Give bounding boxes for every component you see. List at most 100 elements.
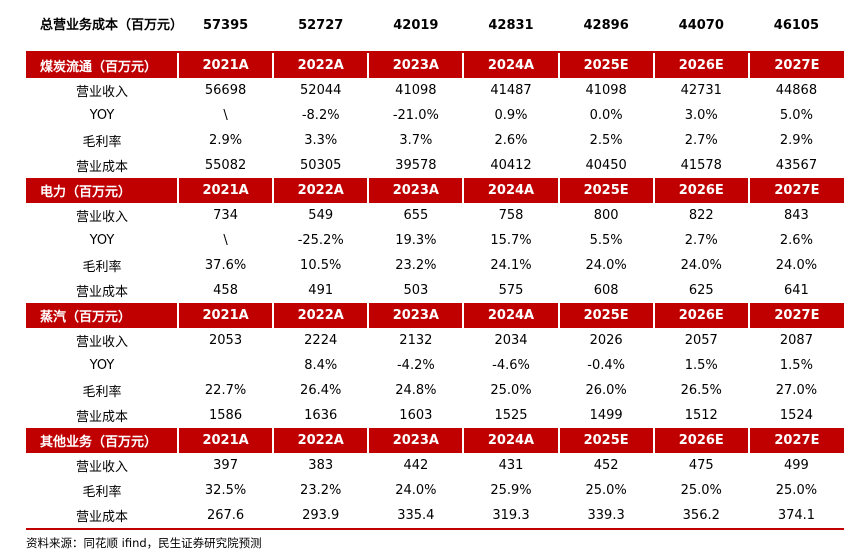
row-value: 26.0% [585, 383, 627, 398]
row-value: 1525 [494, 408, 528, 423]
total-cost-value: 57395 [178, 0, 274, 53]
row-value: 1.5% [779, 358, 813, 373]
row-value: 267.6 [178, 503, 274, 530]
row-value: 374.1 [748, 503, 844, 530]
row-value: 758 [498, 208, 524, 223]
row-value: 499 [784, 458, 809, 473]
row-value: 2034 [494, 333, 528, 348]
table-row: 毛利率 22.7% 26.4% 24.8% 25.0% 26.0% 26.5% 27.0% [26, 378, 844, 403]
row-value: 2057 [684, 333, 718, 348]
row-label: 营业成本 [26, 503, 178, 530]
row-value: 52044 [300, 83, 342, 98]
row-value: 2224 [304, 333, 338, 348]
total-cost-header-row: 总营业务成本（百万元） 57395 52727 42019 42831 4289… [26, 0, 844, 53]
row-value: 452 [593, 458, 619, 473]
row-value: 475 [688, 458, 714, 473]
row-label: YOY [89, 108, 115, 123]
table-row: 营业收入 56698 52044 41098 41487 41098 42731 44868 [26, 78, 844, 103]
year-header: 2025E [558, 52, 655, 78]
row-value: 32.5% [204, 483, 247, 498]
row-value: 383 [308, 458, 334, 473]
total-cost-value: 44070 [653, 0, 749, 53]
row-value: 40412 [490, 158, 532, 173]
row-value: 39578 [395, 158, 437, 173]
row-value: 5.0% [779, 108, 813, 123]
row-value: 549 [308, 208, 334, 223]
row-value: 15.7% [490, 233, 532, 248]
row-value: 42731 [680, 83, 722, 98]
row-value: 2132 [399, 333, 433, 348]
row-value: -4.6% [492, 358, 530, 373]
year-header: 2024A [463, 303, 560, 328]
row-value: 24.1% [490, 258, 532, 273]
row-value: 734 [213, 208, 238, 223]
row-value: 431 [498, 458, 524, 473]
year-header: 2025E [558, 178, 655, 203]
row-value: 641 [784, 283, 809, 298]
year-header: 2024A [463, 178, 560, 203]
row-value: 800 [593, 208, 619, 223]
table-row: 营业成本 55082 50305 39578 40412 40450 41578 43567 [26, 153, 844, 178]
year-header: 2021A [178, 428, 275, 453]
row-label: 营业收入 [75, 85, 128, 100]
total-cost-value: 42896 [558, 0, 654, 53]
section-title: 蒸汽（百万元） [26, 303, 179, 328]
year-header: 2022A [273, 178, 370, 203]
row-value: 1499 [589, 408, 623, 423]
year-header: 2021A [178, 52, 275, 78]
row-value: 25.0% [775, 483, 818, 498]
row-value: 24.8% [395, 383, 437, 398]
year-header: 2023A [368, 303, 465, 328]
row-value: 335.4 [368, 503, 464, 530]
row-value: 55082 [204, 158, 247, 173]
row-value: 24.0% [585, 258, 627, 273]
row-value: 0.0% [589, 108, 623, 123]
table-row: 毛利率 2.9% 3.3% 3.7% 2.6% 2.5% 2.7% 2.9% [26, 128, 844, 153]
row-value: 2.7% [684, 233, 718, 248]
row-value: 1603 [399, 408, 433, 423]
row-value: 0.9% [494, 108, 528, 123]
row-value: 442 [403, 458, 429, 473]
row-value: 25.0% [490, 383, 532, 398]
row-value: 24.0% [395, 483, 437, 498]
row-value: 24.0% [775, 258, 818, 273]
section-title: 其他业务（百万元） [26, 428, 179, 453]
year-header: 2022A [273, 52, 370, 78]
row-value: 40450 [585, 158, 627, 173]
row-label: 营业成本 [75, 160, 128, 175]
row-value: 43567 [775, 158, 818, 173]
row-value: 1636 [304, 408, 338, 423]
year-header: 2027E [748, 178, 844, 203]
year-header: 2026E [653, 428, 750, 453]
row-label: YOY [89, 233, 115, 248]
section-header-row: 煤炭流通（百万元） 2021A 2022A 2023A 2024A 2025E 2026E 2… [26, 52, 844, 78]
year-header: 2026E [653, 178, 750, 203]
table-row: 毛利率 32.5% 23.2% 24.0% 25.9% 25.0% 25.0% 25.0% [26, 478, 844, 503]
row-value: 2.5% [589, 133, 623, 148]
row-label: YOY [89, 358, 115, 373]
row-label: 毛利率 [82, 135, 122, 150]
row-value: 2.9% [209, 133, 243, 148]
row-value: 2.7% [684, 133, 718, 148]
row-label: 毛利率 [82, 260, 122, 275]
row-value: 2.9% [779, 133, 813, 148]
row-value: 1586 [209, 408, 243, 423]
table-row: 毛利率 37.6% 10.5% 23.2% 24.1% 24.0% 24.0% 24.0% [26, 253, 844, 278]
row-value: 44868 [775, 83, 818, 98]
row-value: 319.3 [463, 503, 559, 530]
table-body: 总营业务成本（百万元） 57395 52727 42019 42831 4289… [26, 0, 844, 530]
year-header: 2027E [748, 303, 844, 328]
row-value: 5.5% [589, 233, 623, 248]
row-value: 2087 [779, 333, 813, 348]
total-cost-value: 42831 [463, 0, 559, 53]
row-value: 293.9 [273, 503, 369, 530]
row-value: 25.9% [490, 483, 532, 498]
year-header: 2024A [463, 428, 560, 453]
total-cost-value: 42019 [368, 0, 464, 53]
row-label: 营业收入 [75, 335, 128, 350]
year-header: 2026E [653, 303, 750, 328]
row-value: \ [223, 233, 228, 248]
row-value: 41487 [490, 83, 532, 98]
row-label: 营业成本 [75, 285, 128, 300]
